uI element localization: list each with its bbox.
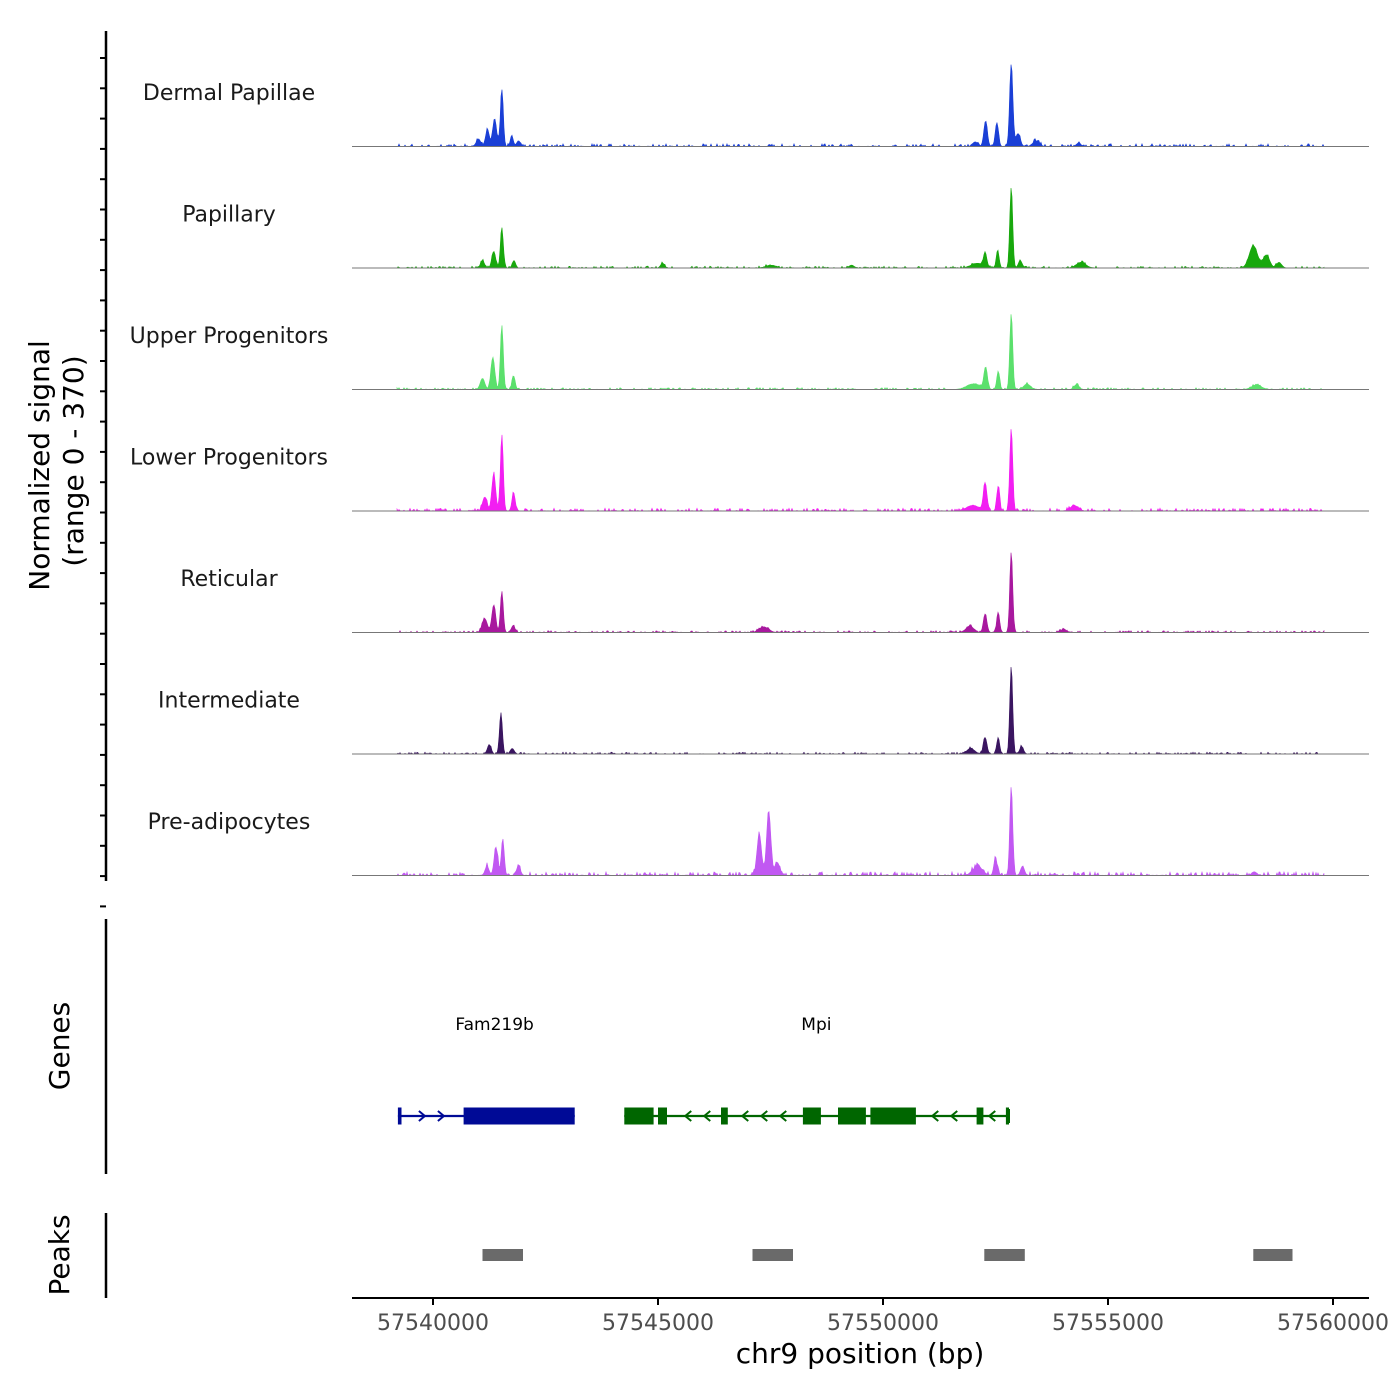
gene-exon: [838, 1107, 866, 1125]
coverage-track: Papillary: [182, 187, 1369, 269]
gene-models: Fam219b Mpi: [397, 1015, 1010, 1125]
coverage-tracks: Dermal Papillae Papillary Upper Progenitor…: [130, 64, 1369, 877]
coverage-track: Pre-adipocytes: [148, 787, 1369, 877]
strand-arrow: [778, 1110, 787, 1122]
strand-arrow: [987, 1110, 996, 1122]
gene-exon: [658, 1107, 667, 1125]
peaks-y-axis-label: Peaks: [43, 1214, 76, 1295]
peak-region: [752, 1249, 793, 1261]
coverage-signal-area: [352, 666, 1325, 755]
coverage-signal-area: [352, 787, 1325, 877]
peak-region: [984, 1249, 1025, 1261]
peak-regions: [482, 1249, 1293, 1261]
gene-exon: [976, 1107, 984, 1125]
coverage-track-label: Upper Progenitors: [130, 324, 329, 349]
coverage-signal-area: [352, 314, 1325, 391]
x-axis-tick-label: 57555000: [1052, 1311, 1164, 1336]
x-axis-tick-label: 57545000: [602, 1311, 714, 1336]
peak-region: [482, 1249, 523, 1261]
gene-exon: [463, 1107, 575, 1125]
strand-arrow: [949, 1110, 958, 1122]
peak-region: [1253, 1249, 1293, 1261]
gene-exon: [624, 1107, 654, 1125]
strand-arrow: [740, 1110, 749, 1122]
coverage-y-axis-ticks: [100, 57, 106, 908]
x-axis-ticks: 57540000 57545000 57550000 57555000 57560000: [377, 1298, 1389, 1336]
coverage-y-axis-label-line2: (range 0 - 370): [57, 355, 90, 566]
coverage-track-label: Lower Progenitors: [130, 446, 328, 471]
coverage-track: Dermal Papillae: [143, 64, 1369, 148]
coverage-signal-area: [352, 64, 1325, 148]
coverage-track: Upper Progenitors: [130, 314, 1369, 391]
x-axis-title: chr9 position (bp): [736, 1337, 985, 1370]
coverage-signal-area: [352, 429, 1325, 512]
coverage-signal-area: [352, 552, 1325, 633]
gene-exon: [1005, 1107, 1009, 1125]
gene-model: Mpi: [624, 1015, 1010, 1125]
gene-label: Fam219b: [455, 1015, 533, 1035]
gene-model: Fam219b: [397, 1015, 575, 1125]
coverage-y-axis-label: Normalized signal (range 0 - 370): [23, 331, 90, 590]
gene-label: Mpi: [801, 1015, 831, 1035]
coverage-track: Reticular: [180, 552, 1369, 633]
genes-panel: Genes Fam219b Mpi: [43, 919, 1010, 1174]
strand-arrow: [759, 1110, 768, 1122]
strand-arrow: [702, 1110, 711, 1122]
x-axis-tick-label: 57560000: [1277, 1311, 1389, 1336]
coverage-track-label: Papillary: [182, 203, 276, 228]
gene-exon: [397, 1107, 402, 1125]
strand-arrow: [418, 1110, 427, 1122]
coverage-y-axis-label-line1: Normalized signal: [23, 340, 56, 591]
coverage-track-label: Pre-adipocytes: [148, 810, 311, 835]
coverage-track-label: Dermal Papillae: [143, 81, 315, 106]
gene-exon: [802, 1107, 821, 1125]
coverage-track: Lower Progenitors: [130, 429, 1369, 512]
strand-arrow: [683, 1110, 692, 1122]
coverage-signal-area: [352, 187, 1325, 269]
x-axis-tick-label: 57540000: [377, 1311, 489, 1336]
genes-y-axis-label: Genes: [43, 1002, 76, 1090]
gene-exon: [870, 1107, 916, 1125]
coverage-track: Intermediate: [158, 666, 1369, 755]
peaks-panel: Peaks: [43, 1213, 1293, 1298]
coverage-panel: Normalized signal (range 0 - 370) Dermal…: [23, 31, 1369, 908]
x-axis-tick-label: 57550000: [827, 1311, 939, 1336]
coverage-track-label: Intermediate: [158, 689, 300, 714]
coverage-track-label: Reticular: [180, 567, 278, 592]
gene-exon: [721, 1107, 728, 1125]
strand-arrow: [930, 1110, 939, 1122]
strand-arrow: [437, 1110, 446, 1122]
x-axis: 57540000 57545000 57550000 57555000 57560000…: [352, 1297, 1389, 1370]
